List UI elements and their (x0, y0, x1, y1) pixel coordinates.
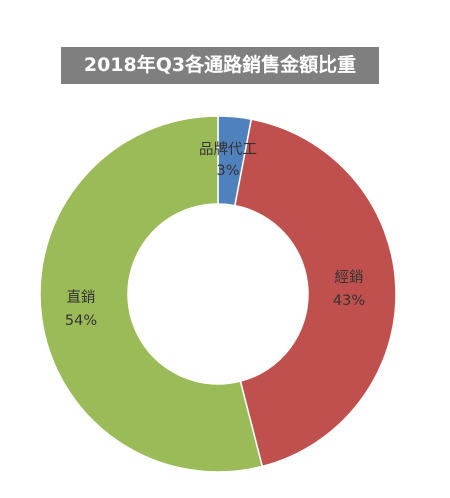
donut-slice (39, 115, 264, 473)
slice-category-label: 經銷 (335, 269, 364, 286)
slice-category-label: 品牌代工 (199, 141, 257, 158)
slice-value-label: 54% (65, 313, 97, 329)
slice-category-label: 直銷 (67, 289, 96, 306)
slice-value-label: 3% (216, 163, 239, 179)
donut-slice (233, 118, 397, 468)
slice-value-label: 43% (333, 293, 365, 309)
chart-title: 2018年Q3各通路銷售金額比重 (61, 47, 379, 84)
